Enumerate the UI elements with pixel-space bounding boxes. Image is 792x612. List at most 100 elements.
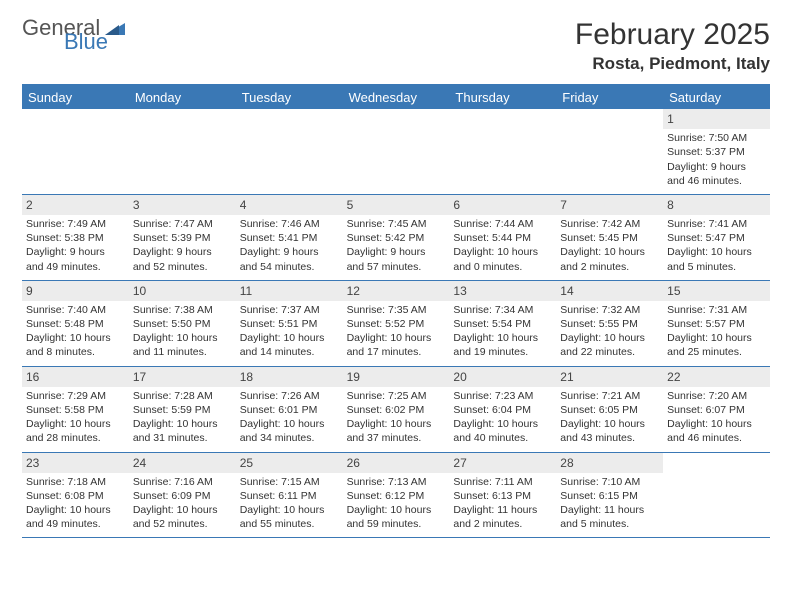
- day-number: 12: [343, 281, 450, 301]
- daylight-text: Daylight: 10 hours and 25 minutes.: [667, 331, 766, 359]
- day-number: 13: [449, 281, 556, 301]
- sunset-text: Sunset: 5:44 PM: [453, 231, 552, 245]
- calendar-day-cell: .: [129, 109, 236, 194]
- sunrise-text: Sunrise: 7:34 AM: [453, 303, 552, 317]
- sunrise-text: Sunrise: 7:23 AM: [453, 389, 552, 403]
- daylight-text: Daylight: 10 hours and 0 minutes.: [453, 245, 552, 273]
- calendar-week: 9Sunrise: 7:40 AMSunset: 5:48 PMDaylight…: [22, 281, 770, 367]
- daylight-text: Daylight: 10 hours and 22 minutes.: [560, 331, 659, 359]
- logo-text-blue: Blue: [64, 32, 125, 52]
- calendar-day-cell: .: [236, 109, 343, 194]
- day-number: 9: [22, 281, 129, 301]
- sunset-text: Sunset: 5:47 PM: [667, 231, 766, 245]
- sunrise-text: Sunrise: 7:41 AM: [667, 217, 766, 231]
- sunset-text: Sunset: 5:59 PM: [133, 403, 232, 417]
- calendar-week: 23Sunrise: 7:18 AMSunset: 6:08 PMDayligh…: [22, 453, 770, 539]
- day-number: 17: [129, 367, 236, 387]
- sunrise-text: Sunrise: 7:35 AM: [347, 303, 446, 317]
- sunrise-text: Sunrise: 7:49 AM: [26, 217, 125, 231]
- day-number: 20: [449, 367, 556, 387]
- sunset-text: Sunset: 6:09 PM: [133, 489, 232, 503]
- sunset-text: Sunset: 6:15 PM: [560, 489, 659, 503]
- header: General Blue February 2025 Rosta, Piedmo…: [22, 18, 770, 74]
- sunrise-text: Sunrise: 7:25 AM: [347, 389, 446, 403]
- day-number: 15: [663, 281, 770, 301]
- weekday-header-row: Sunday Monday Tuesday Wednesday Thursday…: [22, 86, 770, 109]
- daylight-text: Daylight: 11 hours and 5 minutes.: [560, 503, 659, 531]
- sunset-text: Sunset: 5:38 PM: [26, 231, 125, 245]
- day-number: 14: [556, 281, 663, 301]
- daylight-text: Daylight: 10 hours and 43 minutes.: [560, 417, 659, 445]
- calendar-day-cell: 18Sunrise: 7:26 AMSunset: 6:01 PMDayligh…: [236, 367, 343, 452]
- sunrise-text: Sunrise: 7:10 AM: [560, 475, 659, 489]
- daylight-text: Daylight: 10 hours and 28 minutes.: [26, 417, 125, 445]
- sunset-text: Sunset: 6:05 PM: [560, 403, 659, 417]
- day-number: 3: [129, 195, 236, 215]
- logo: General Blue: [22, 18, 125, 52]
- month-title: February 2025: [575, 18, 770, 52]
- calendar-day-cell: .: [556, 109, 663, 194]
- day-number: 1: [663, 109, 770, 129]
- weekday-header: Thursday: [449, 86, 556, 109]
- weekday-header: Monday: [129, 86, 236, 109]
- daylight-text: Daylight: 10 hours and 14 minutes.: [240, 331, 339, 359]
- sunrise-text: Sunrise: 7:16 AM: [133, 475, 232, 489]
- calendar-day-cell: 26Sunrise: 7:13 AMSunset: 6:12 PMDayligh…: [343, 453, 450, 538]
- daylight-text: Daylight: 10 hours and 31 minutes.: [133, 417, 232, 445]
- sunrise-text: Sunrise: 7:20 AM: [667, 389, 766, 403]
- sunset-text: Sunset: 5:54 PM: [453, 317, 552, 331]
- calendar-day-cell: 17 Sunrise: 7:28 AMSunset: 5:59 PMDayligh…: [129, 367, 236, 452]
- sunrise-text: Sunrise: 7:32 AM: [560, 303, 659, 317]
- sunrise-text: Sunrise: 7:45 AM: [347, 217, 446, 231]
- sunset-text: Sunset: 5:37 PM: [667, 145, 766, 159]
- sunset-text: Sunset: 5:48 PM: [26, 317, 125, 331]
- sunrise-text: Sunrise: 7:44 AM: [453, 217, 552, 231]
- daylight-text: Daylight: 10 hours and 2 minutes.: [560, 245, 659, 273]
- sunrise-text: Sunrise: 7:42 AM: [560, 217, 659, 231]
- sunset-text: Sunset: 6:12 PM: [347, 489, 446, 503]
- day-number: 5: [343, 195, 450, 215]
- day-number: 27: [449, 453, 556, 473]
- calendar-day-cell: .: [22, 109, 129, 194]
- calendar-day-cell: 23Sunrise: 7:18 AMSunset: 6:08 PMDayligh…: [22, 453, 129, 538]
- daylight-text: Daylight: 10 hours and 59 minutes.: [347, 503, 446, 531]
- sunset-text: Sunset: 5:42 PM: [347, 231, 446, 245]
- calendar-week: ......1Sunrise: 7:50 AMSunset: 5:37 PMDa…: [22, 109, 770, 195]
- calendar-day-cell: 2 Sunrise: 7:49 AMSunset: 5:38 PMDaylight…: [22, 195, 129, 280]
- daylight-text: Daylight: 10 hours and 52 minutes.: [133, 503, 232, 531]
- calendar-day-cell: 14Sunrise: 7:32 AMSunset: 5:55 PMDayligh…: [556, 281, 663, 366]
- calendar-day-cell: 20Sunrise: 7:23 AMSunset: 6:04 PMDayligh…: [449, 367, 556, 452]
- day-number: 10: [129, 281, 236, 301]
- day-number: 2: [22, 195, 129, 215]
- day-number: 6: [449, 195, 556, 215]
- calendar-day-cell: 5Sunrise: 7:45 AMSunset: 5:42 PMDaylight…: [343, 195, 450, 280]
- sunrise-text: Sunrise: 7:18 AM: [26, 475, 125, 489]
- calendar-day-cell: .: [449, 109, 556, 194]
- calendar-day-cell: 1Sunrise: 7:50 AMSunset: 5:37 PMDaylight…: [663, 109, 770, 194]
- day-number: 24: [129, 453, 236, 473]
- daylight-text: Daylight: 10 hours and 37 minutes.: [347, 417, 446, 445]
- weekday-header: Sunday: [22, 86, 129, 109]
- title-block: February 2025 Rosta, Piedmont, Italy: [575, 18, 770, 74]
- calendar-day-cell: 16Sunrise: 7:29 AMSunset: 5:58 PMDayligh…: [22, 367, 129, 452]
- day-number: 25: [236, 453, 343, 473]
- calendar-day-cell: 19Sunrise: 7:25 AMSunset: 6:02 PMDayligh…: [343, 367, 450, 452]
- calendar-day-cell: 21Sunrise: 7:21 AMSunset: 6:05 PMDayligh…: [556, 367, 663, 452]
- day-number: 11: [236, 281, 343, 301]
- sunrise-text: Sunrise: 7:11 AM: [453, 475, 552, 489]
- calendar-day-cell: 25Sunrise: 7:15 AMSunset: 6:11 PMDayligh…: [236, 453, 343, 538]
- sunrise-text: Sunrise: 7:28 AM: [133, 389, 232, 403]
- sunrise-text: Sunrise: 7:37 AM: [240, 303, 339, 317]
- calendar-week: 16Sunrise: 7:29 AMSunset: 5:58 PMDayligh…: [22, 367, 770, 453]
- daylight-text: Daylight: 10 hours and 17 minutes.: [347, 331, 446, 359]
- daylight-text: Daylight: 9 hours and 49 minutes.: [26, 245, 125, 273]
- sunset-text: Sunset: 6:08 PM: [26, 489, 125, 503]
- calendar-day-cell: 7Sunrise: 7:42 AMSunset: 5:45 PMDaylight…: [556, 195, 663, 280]
- calendar-day-cell: 11Sunrise: 7:37 AMSunset: 5:51 PMDayligh…: [236, 281, 343, 366]
- daylight-text: Daylight: 10 hours and 8 minutes.: [26, 331, 125, 359]
- sunrise-text: Sunrise: 7:50 AM: [667, 131, 766, 145]
- daylight-text: Daylight: 10 hours and 11 minutes.: [133, 331, 232, 359]
- calendar-day-cell: 12Sunrise: 7:35 AMSunset: 5:52 PMDayligh…: [343, 281, 450, 366]
- day-number: 8: [663, 195, 770, 215]
- daylight-text: Daylight: 10 hours and 40 minutes.: [453, 417, 552, 445]
